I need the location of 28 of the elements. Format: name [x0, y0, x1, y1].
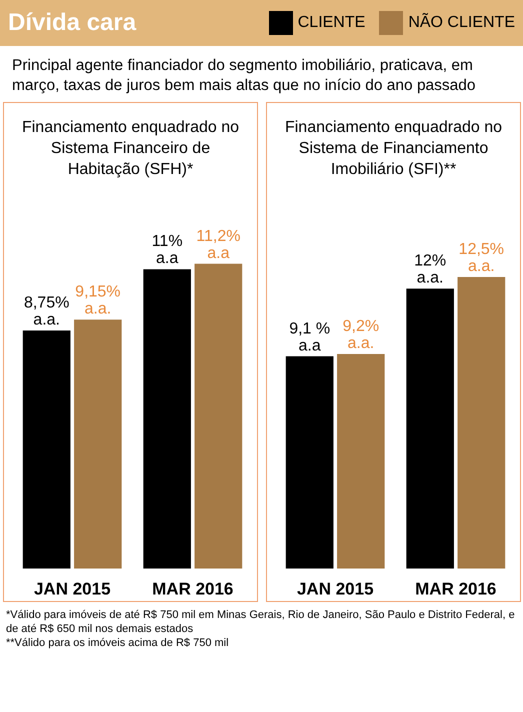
bar [458, 276, 506, 569]
data-label: 11,2% a.a [196, 228, 240, 262]
data-label: 8,75% a.a. [24, 294, 70, 328]
bar [143, 269, 191, 569]
data-label: 11% a.a [152, 233, 183, 268]
text: **Válido para os imóveis acima de R$ 750 mil [6, 636, 230, 650]
data-label: 9,1 % a.a [289, 320, 330, 354]
data-label: 12% a.a. [414, 252, 446, 287]
bar [286, 356, 334, 569]
data-label: 9,15% a.a. [75, 284, 121, 318]
chart-title: Dívida cara [8, 9, 136, 37]
x-tick-label: JAN 2015 [34, 579, 111, 598]
text: *Válido para imóveis de até R$ 750 mil em Minas Gerais, Rio de Janeiro, São Paulo e Distrito Federal, e de até R$ 650 mil nos demais estados [6, 608, 516, 636]
chart-subtitle: Principal agente financiador do segmento imobiliário, praticava, em março, taxas de juros bem mais altas que no início do ano passado [11, 56, 477, 96]
data-label: 12,5% a.a. [458, 240, 504, 275]
bar [337, 354, 385, 569]
x-axis-title: Financiamento enquadrado no Sistema de Financiamento Imobiliário (SFI)** [284, 118, 504, 180]
x-tick-label: MAR 2016 [152, 579, 234, 598]
legend-label: CLIENTE [298, 14, 366, 32]
x-tick-label: MAR 2016 [415, 579, 496, 598]
data-label: 9,2% a.a. [342, 318, 380, 352]
bar [74, 320, 122, 569]
x-axis-title: Financiamento enquadrado no Sistema Financeiro de Habitação (SFH)* [20, 118, 240, 180]
x-tick-label: JAN 2015 [296, 579, 374, 598]
bar [194, 264, 242, 569]
legend-label: NÃO CLIENTE [408, 14, 515, 32]
bar [22, 330, 70, 569]
bar [406, 288, 454, 569]
